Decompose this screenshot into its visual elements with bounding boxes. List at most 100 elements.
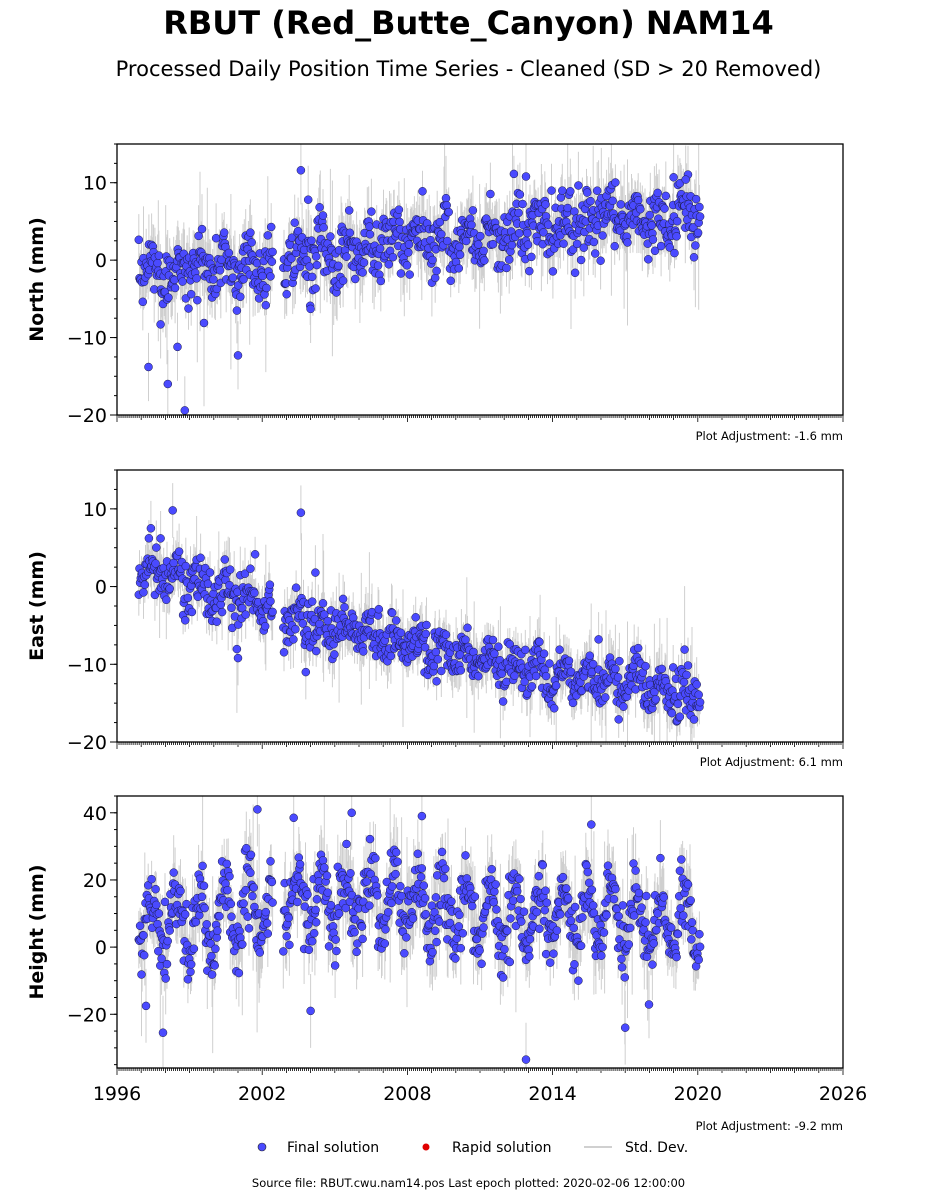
data-point [467, 220, 476, 230]
data-point [404, 240, 414, 249]
data-point [348, 613, 358, 622]
data-point [563, 203, 572, 213]
data-point [220, 555, 230, 564]
data-point [233, 653, 243, 663]
data-point [633, 643, 643, 653]
data-point [293, 226, 303, 236]
data-point [653, 188, 662, 198]
data-point [681, 175, 690, 184]
data-point [183, 593, 193, 603]
data-point [441, 193, 451, 203]
data-point [486, 189, 495, 199]
data-point [165, 584, 174, 593]
y-tick-label: −10 [67, 654, 107, 676]
data-point [633, 195, 643, 205]
data-point [388, 252, 398, 262]
data-point [433, 655, 443, 664]
data-point [670, 248, 679, 258]
data-point [539, 228, 548, 237]
data-point [541, 671, 551, 681]
data-point [227, 603, 236, 613]
data-point [665, 243, 675, 252]
data-point [315, 203, 324, 212]
data-point [548, 267, 558, 276]
data-point [545, 659, 554, 668]
data-point [260, 621, 270, 631]
data-point [432, 266, 441, 276]
data-point [298, 619, 308, 628]
plot-adjustment: Plot Adjustment: 6.1 mm [700, 755, 843, 769]
data-point [266, 272, 275, 281]
data-point [282, 289, 291, 299]
plot-adjustment: Plot Adjustment: -1.6 mm [696, 429, 843, 443]
data-point [240, 569, 250, 578]
data-point [691, 241, 700, 250]
data-point [556, 193, 566, 202]
data-point [570, 268, 580, 278]
data-point [428, 255, 437, 265]
data-point [531, 671, 541, 681]
data-point [311, 284, 320, 293]
data-point [437, 229, 446, 239]
data-point [137, 970, 146, 979]
plot-frame [116, 469, 844, 743]
data-point [241, 610, 250, 619]
data-point [694, 690, 703, 699]
data-point [680, 645, 689, 654]
data-point [266, 596, 275, 606]
data-point [502, 263, 511, 273]
data-point [196, 553, 205, 563]
data-point [498, 697, 508, 706]
data-point [418, 187, 427, 196]
data-point [514, 208, 523, 218]
data-point [572, 239, 582, 249]
data-point [669, 173, 678, 182]
data-point [515, 190, 525, 199]
data-point [358, 268, 367, 277]
data-point [301, 667, 311, 677]
data-point [443, 236, 452, 246]
data-point [373, 261, 383, 270]
data-point [318, 211, 328, 220]
data-point [523, 228, 532, 238]
data-point [616, 200, 626, 209]
data-point [682, 670, 691, 680]
data-point [376, 276, 386, 286]
data-point [344, 206, 354, 215]
data-point [456, 666, 466, 675]
data-point [199, 318, 209, 328]
data-point [468, 206, 478, 215]
data-point [510, 671, 519, 680]
data-point [441, 630, 451, 639]
data-point [402, 261, 412, 270]
data-point [691, 194, 701, 204]
data-point [596, 256, 605, 265]
y-axis-label: East (mm) [26, 551, 48, 661]
data-point [396, 628, 406, 638]
data-point [311, 646, 321, 656]
data-point [359, 258, 369, 267]
data-point [307, 236, 316, 245]
data-point [692, 680, 701, 689]
data-point [232, 644, 242, 654]
data-point [576, 255, 586, 265]
data-point [151, 559, 160, 568]
data-point [350, 274, 360, 284]
data-point [523, 240, 533, 249]
data-point [463, 623, 472, 633]
data-point [444, 207, 453, 217]
data-point [446, 276, 455, 286]
data-point [312, 260, 322, 270]
data-point [247, 238, 256, 247]
data-point [224, 248, 234, 258]
data-point [527, 682, 537, 691]
data-point [411, 613, 420, 622]
data-point [430, 273, 440, 283]
data-point [566, 187, 575, 196]
data-point [509, 169, 519, 179]
data-point [476, 231, 485, 241]
data-point [178, 277, 187, 286]
data-point [504, 255, 514, 264]
data-point [246, 564, 255, 573]
data-point [359, 647, 368, 656]
